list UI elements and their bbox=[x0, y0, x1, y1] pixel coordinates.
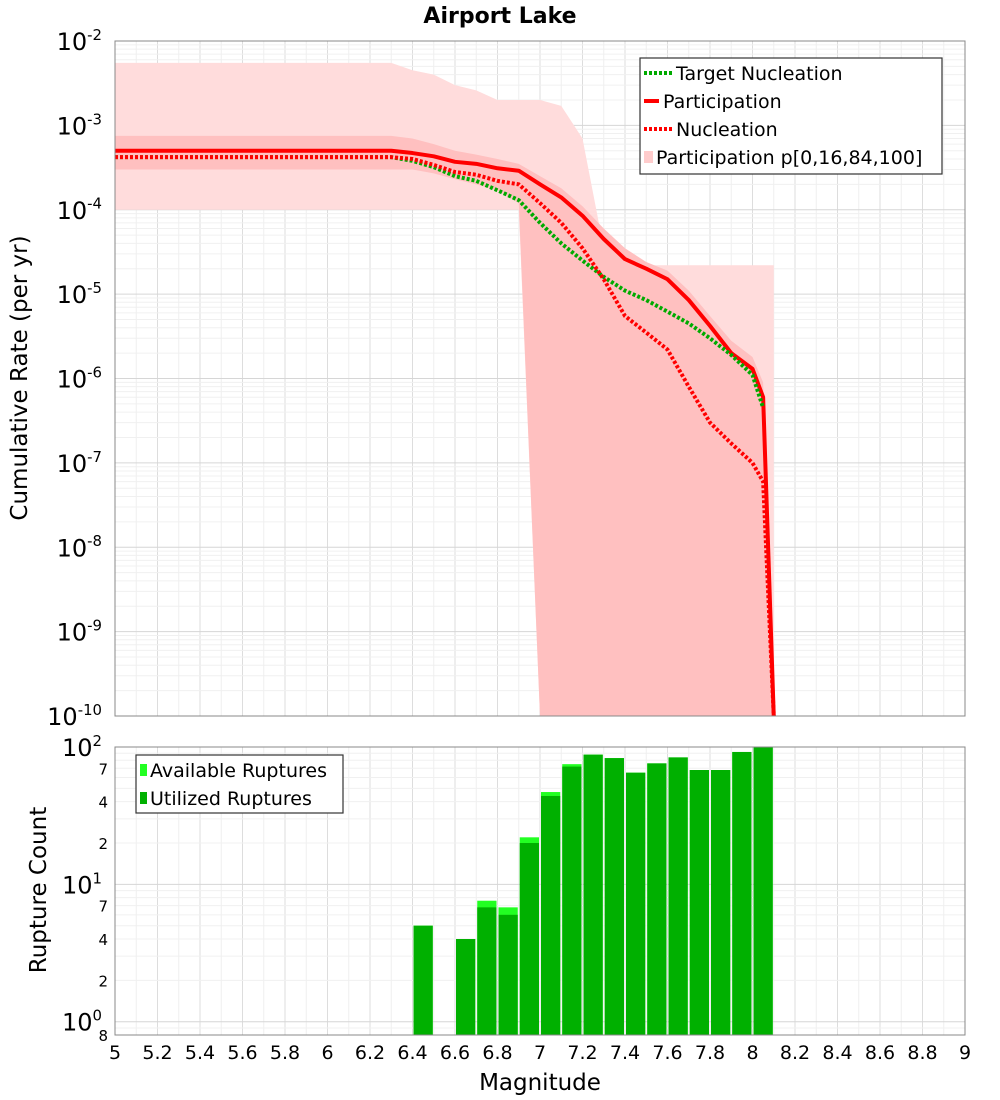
nucleation-line bbox=[115, 155, 776, 717]
x-tick-label: 6.8 bbox=[482, 1042, 512, 1064]
count-y-minor-tick-label: 2 bbox=[98, 972, 108, 990]
utilized-rupture-bar bbox=[498, 914, 518, 1035]
rate-y-axis-label: Cumulative Rate (per yr) bbox=[7, 235, 33, 520]
utilized-rupture-bar bbox=[519, 843, 539, 1035]
rate-y-tick-label: 10-4 bbox=[57, 195, 102, 225]
rate-legend-box bbox=[639, 57, 943, 175]
x-tick-label: 6.4 bbox=[397, 1042, 427, 1064]
utilized-rupture-bar bbox=[626, 772, 646, 1035]
x-tick-label: 5.4 bbox=[185, 1042, 215, 1064]
legend-available-label: Available Ruptures bbox=[150, 760, 327, 782]
utilized-rupture-bar bbox=[711, 770, 731, 1035]
legend-utilized-label: Utilized Ruptures bbox=[150, 788, 312, 810]
utilized-rupture-bar bbox=[413, 925, 433, 1035]
x-tick-label: 6.2 bbox=[355, 1042, 385, 1064]
participation-line bbox=[115, 148, 776, 717]
legend-target-nucleation-label: Target Nucleation bbox=[675, 63, 843, 85]
x-tick-label: 7.2 bbox=[567, 1042, 597, 1064]
utilized-rupture-bar bbox=[732, 751, 752, 1035]
x-tick-label: 5 bbox=[109, 1042, 121, 1064]
utilized-rupture-bar bbox=[562, 766, 582, 1035]
x-tick-label: 8.6 bbox=[865, 1042, 895, 1064]
count-y-minor-tick-label: 2 bbox=[98, 835, 108, 853]
rate-y-tick-label: 10-7 bbox=[57, 448, 102, 478]
utilized-rupture-bar bbox=[689, 770, 709, 1035]
x-tick-label: 5.6 bbox=[227, 1042, 257, 1064]
utilized-rupture-bar bbox=[668, 757, 688, 1035]
x-tick-label: 7.4 bbox=[610, 1042, 640, 1064]
count-plot-frame bbox=[114, 746, 966, 1036]
count-y-minor-tick-label: 7 bbox=[98, 760, 108, 778]
rate-lines bbox=[115, 148, 776, 717]
utilized-rupture-bar bbox=[456, 939, 476, 1035]
x-tick-label: 6 bbox=[321, 1042, 333, 1064]
utilized-rupture-bar bbox=[753, 747, 773, 1035]
count-y-minor-tick-label: 7 bbox=[98, 898, 108, 916]
x-tick-label: 5.8 bbox=[270, 1042, 300, 1064]
count-legend: Available Ruptures Utilized Ruptures bbox=[135, 754, 344, 814]
legend-participation-band-label: Participation p[0,16,84,100] bbox=[656, 147, 922, 169]
x-tick-labels: 5 5.2 5.4 5.6 5.8 6 6.2 6.4 6.6 6.8 7 7.2 7.4 7.6 7.8 8… bbox=[109, 1042, 971, 1064]
count-y-tick-labels: 102 101 100 7 4 2 7 4 2 8 bbox=[62, 732, 108, 1045]
chart-title: Airport Lake bbox=[423, 4, 576, 29]
rate-y-tick-label: 10-3 bbox=[57, 110, 102, 140]
count-y-major-tick-label: 102 bbox=[62, 732, 102, 762]
x-tick-label: 8.8 bbox=[907, 1042, 937, 1064]
rate-y-tick-label: 10-9 bbox=[57, 617, 102, 647]
x-tick-label: 5.2 bbox=[142, 1042, 172, 1064]
legend-utilized-swatch bbox=[140, 792, 147, 804]
count-panel: 102 101 100 7 4 2 7 4 2 8 5 5.2 5.4 5.6 5.8 6 6.2 6.4 6.6… bbox=[26, 732, 971, 1096]
rate-y-tick-label: 10-5 bbox=[57, 279, 102, 309]
target-nucleation-line bbox=[115, 155, 766, 409]
utilized-rupture-bar bbox=[477, 907, 497, 1035]
utilized-rupture-bar bbox=[541, 795, 561, 1035]
rate-y-tick-label: 10-8 bbox=[57, 532, 102, 562]
rate-y-tick-label: 10-10 bbox=[47, 701, 102, 731]
rate-y-tick-label: 10-6 bbox=[57, 363, 102, 393]
count-y-minor-tick-label: 8 bbox=[98, 1027, 108, 1045]
rate-plot-frame bbox=[114, 40, 966, 717]
count-y-major-tick-label: 101 bbox=[62, 869, 102, 899]
count-y-minor-tick-label: 4 bbox=[98, 794, 108, 812]
x-tick-label: 7 bbox=[534, 1042, 546, 1064]
x-tick-label: 7.6 bbox=[652, 1042, 682, 1064]
count-bars bbox=[413, 747, 773, 1035]
count-legend-box bbox=[135, 754, 344, 814]
rate-y-tick-label: 10-2 bbox=[57, 26, 102, 56]
x-axis-label: Magnitude bbox=[479, 1070, 601, 1096]
x-tick-label: 8 bbox=[746, 1042, 758, 1064]
x-tick-label: 7.8 bbox=[695, 1042, 725, 1064]
x-tick-label: 6.6 bbox=[440, 1042, 470, 1064]
utilized-rupture-bar bbox=[604, 758, 624, 1035]
x-tick-label: 9 bbox=[959, 1042, 971, 1064]
count-y-major-tick-label: 100 bbox=[62, 1007, 102, 1037]
count-y-axis-label: Rupture Count bbox=[26, 807, 52, 973]
x-tick-label: 8.4 bbox=[822, 1042, 852, 1064]
count-y-minor-tick-label: 4 bbox=[98, 931, 108, 949]
rate-panel: 10-2 10-3 10-4 10-5 10-6 10-7 10-8 10-9 10-10 Cu… bbox=[7, 26, 966, 731]
utilized-rupture-bar bbox=[583, 754, 603, 1035]
legend-available-swatch bbox=[140, 764, 147, 776]
x-tick-label: 8.2 bbox=[780, 1042, 810, 1064]
rate-legend: Target Nucleation Participation Nucleati… bbox=[639, 57, 943, 175]
rate-y-tick-labels: 10-2 10-3 10-4 10-5 10-6 10-7 10-8 10-9 10-10 bbox=[47, 26, 102, 731]
utilized-rupture-bar bbox=[647, 763, 667, 1035]
legend-participation-band-swatch bbox=[644, 151, 653, 163]
legend-participation-label: Participation bbox=[663, 91, 782, 113]
legend-nucleation-label: Nucleation bbox=[676, 119, 778, 141]
